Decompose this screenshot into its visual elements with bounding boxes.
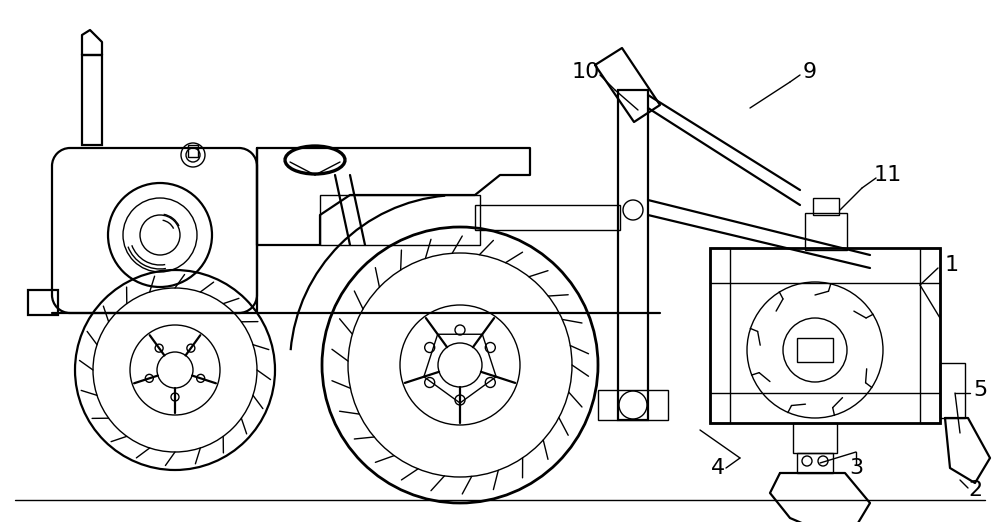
Bar (598, 390, 668, 420)
Bar (710, 248, 730, 423)
Bar (813, 198, 839, 215)
Bar (475, 205, 620, 230)
Text: 5: 5 (973, 380, 987, 400)
Bar (797, 453, 833, 473)
Text: 9: 9 (803, 62, 817, 82)
Text: 11: 11 (874, 165, 902, 185)
Bar (797, 338, 833, 362)
Bar (320, 195, 480, 245)
Text: 10: 10 (572, 62, 600, 82)
Bar (940, 363, 965, 418)
Text: 1: 1 (945, 255, 959, 275)
Bar (710, 248, 940, 423)
Text: 3: 3 (849, 458, 863, 478)
Text: 4: 4 (711, 458, 725, 478)
Bar (618, 90, 648, 420)
Bar (920, 248, 940, 423)
Bar (82, 55, 102, 145)
Bar (28, 290, 58, 315)
Bar (805, 213, 847, 250)
Bar (188, 145, 198, 157)
Bar (793, 423, 837, 453)
Text: 2: 2 (968, 480, 982, 500)
